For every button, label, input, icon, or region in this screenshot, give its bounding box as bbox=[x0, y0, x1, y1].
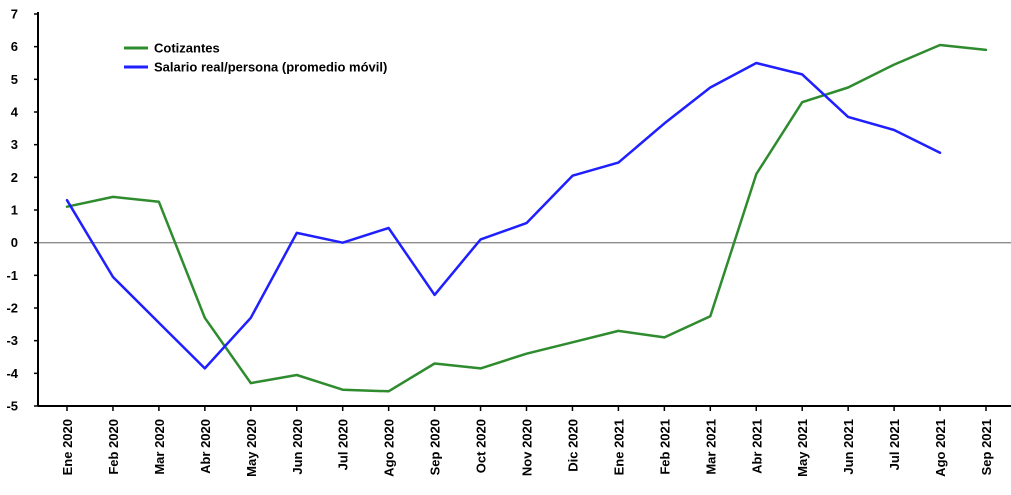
legend-label: Cotizantes bbox=[154, 41, 220, 56]
x-tick-label: May 2021 bbox=[795, 419, 810, 477]
x-tick-label: Sep 2021 bbox=[979, 419, 994, 475]
y-tick-label: -5 bbox=[6, 399, 18, 414]
x-tick-label: Nov 2020 bbox=[520, 419, 535, 476]
y-tick-label: 0 bbox=[11, 235, 18, 250]
y-tick-label: -1 bbox=[6, 268, 18, 283]
legend: Cotizantes Salario real/persona (promedio… bbox=[124, 41, 387, 75]
x-tick-label: Ago 2021 bbox=[933, 419, 948, 477]
x-tick-label: Mar 2020 bbox=[152, 419, 167, 475]
y-tick-label: 6 bbox=[11, 39, 18, 54]
y-tick-label: 5 bbox=[11, 72, 18, 87]
x-tick-label: Sep 2020 bbox=[428, 419, 443, 475]
x-tick-label: Feb 2020 bbox=[106, 419, 121, 475]
x-tick-label: Jul 2020 bbox=[336, 419, 351, 470]
x-tick-label: Ene 2020 bbox=[60, 419, 75, 475]
y-tick-label: 2 bbox=[11, 170, 18, 185]
series-line-salario-real bbox=[65, 61, 942, 370]
legend-label: Salario real/persona (promedio móvil) bbox=[154, 60, 387, 75]
y-tick-label: -3 bbox=[6, 333, 18, 348]
series-line-cotizantes bbox=[65, 43, 988, 393]
x-tick-label: Abr 2021 bbox=[749, 419, 764, 474]
x-tick-label: Mar 2021 bbox=[703, 419, 718, 475]
x-tick-label: Feb 2021 bbox=[657, 419, 672, 475]
y-tick-label: 4 bbox=[11, 105, 19, 120]
axes: -5 -4 -3 -2 -1 0 1 2 3 4 5 6 7 Ene 2020 Feb 2020 Mar 20… bbox=[6, 7, 1011, 477]
x-tick-label: Ene 2021 bbox=[611, 419, 626, 475]
x-tick-label: Jun 2021 bbox=[841, 419, 856, 475]
x-tick-label: May 2020 bbox=[244, 419, 259, 477]
x-tick-label: Dic 2020 bbox=[565, 419, 580, 472]
y-tick-label: 3 bbox=[11, 137, 18, 152]
series-lines bbox=[65, 43, 988, 393]
y-tick-label: -4 bbox=[6, 366, 18, 381]
y-tick-label: 1 bbox=[11, 203, 18, 218]
x-tick-label: Abr 2020 bbox=[198, 419, 213, 474]
x-tick-label: Jun 2020 bbox=[290, 419, 305, 475]
x-tick-label: Jul 2021 bbox=[887, 419, 902, 470]
x-tick-label: Ago 2020 bbox=[382, 419, 397, 477]
y-tick-label: -2 bbox=[6, 301, 18, 316]
y-tick-label: 7 bbox=[11, 7, 18, 22]
x-tick-label: Oct 2020 bbox=[474, 419, 489, 473]
